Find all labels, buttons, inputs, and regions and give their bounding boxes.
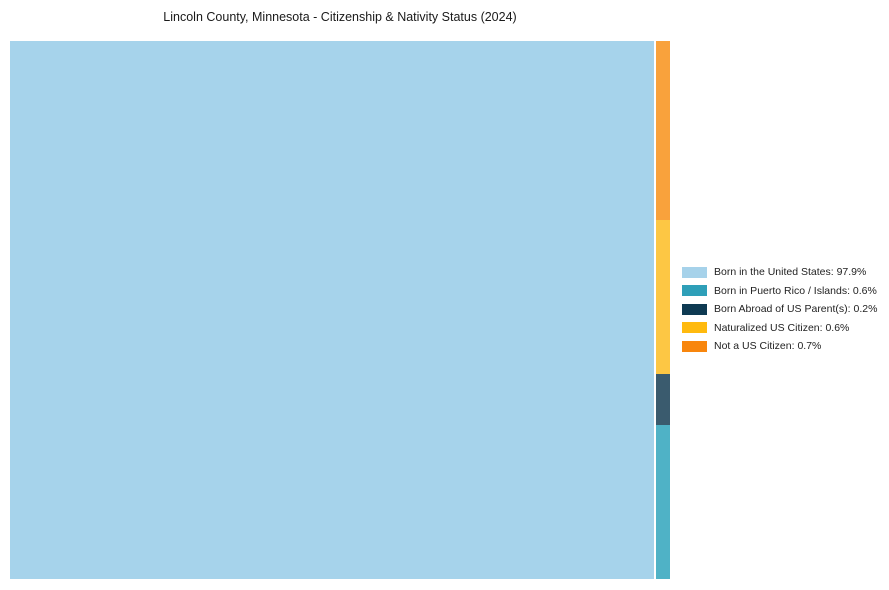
legend-label-not-citizen: Not a US Citizen: 0.7% xyxy=(714,340,822,353)
legend-row-not-citizen: Not a US Citizen: 0.7% xyxy=(682,337,877,356)
legend-label-born-us: Born in the United States: 97.9% xyxy=(714,266,867,279)
treemap xyxy=(10,41,670,579)
treemap-cell-not-citizen xyxy=(656,41,670,221)
treemap-cell-born-us xyxy=(10,41,655,579)
legend-swatch-not-citizen xyxy=(682,340,707,352)
legend-row-naturalized: Naturalized US Citizen: 0.6% xyxy=(682,319,877,338)
treemap-strip xyxy=(656,41,670,579)
treemap-cell-born-abroad xyxy=(656,374,670,426)
legend-label-born-abroad: Born Abroad of US Parent(s): 0.2% xyxy=(714,303,878,316)
legend-swatch-born-us xyxy=(682,266,707,278)
legend-row-born-us: Born in the United States: 97.9% xyxy=(682,263,877,282)
treemap-cell-born-pr-islands xyxy=(656,425,670,579)
legend-row-born-pr-islands: Born in Puerto Rico / Islands: 0.6% xyxy=(682,282,877,301)
legend-label-born-pr-islands: Born in Puerto Rico / Islands: 0.6% xyxy=(714,284,877,297)
legend-swatch-naturalized xyxy=(682,322,707,334)
legend-swatch-born-abroad xyxy=(682,303,707,315)
legend-label-naturalized: Naturalized US Citizen: 0.6% xyxy=(714,321,850,334)
legend-row-born-abroad: Born Abroad of US Parent(s): 0.2% xyxy=(682,300,877,319)
treemap-cell-naturalized xyxy=(656,220,670,375)
chart-title: Lincoln County, Minnesota - Citizenship … xyxy=(163,10,517,24)
legend: Born in the United States: 97.9% Born in … xyxy=(682,263,877,356)
legend-swatch-born-pr-islands xyxy=(682,285,707,297)
